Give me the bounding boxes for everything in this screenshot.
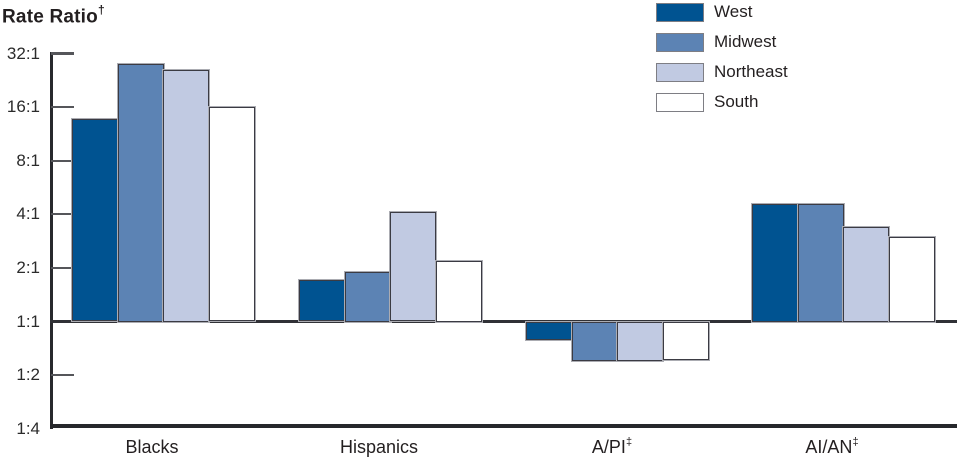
bar-midwest-api: [571, 320, 619, 362]
bar-south-blacks: [208, 106, 256, 323]
bar-west-blacks: [71, 118, 119, 323]
y-tick-label-8to1: 8:1: [16, 150, 40, 170]
category-label-hispanics: Hispanics: [339, 437, 419, 457]
x-axis-line: [50, 424, 957, 428]
bar-west-hispanics: [298, 279, 346, 323]
y-axis-line: [50, 52, 53, 429]
y-tick-mark-1to2: [51, 374, 74, 377]
legend-label-midwest: Midwest: [714, 32, 777, 51]
legend-item-west: West: [656, 2, 956, 22]
bar-south-aian: [888, 235, 936, 323]
baseline-1to1: [50, 320, 957, 323]
legend: West Midwest Northeast South: [656, 2, 956, 122]
category-sup-api: ‡: [625, 436, 633, 448]
y-tick-mark-8to1: [51, 159, 74, 162]
bar-south-api: [662, 320, 710, 361]
legend-swatch-northeast: [656, 62, 704, 82]
y-tick-label-4to1: 4:1: [16, 204, 40, 224]
category-label-api: A/PI‡: [591, 436, 633, 457]
legend-swatch-west: [656, 2, 704, 22]
legend-swatch-south: [656, 92, 704, 112]
y-tick-label-2to1: 2:1: [16, 257, 40, 277]
y-tick-mark-16to1: [51, 106, 74, 109]
legend-item-northeast: Northeast: [656, 62, 956, 82]
bar-midwest-hispanics: [344, 270, 392, 323]
legend-label-northeast: Northeast: [714, 62, 788, 81]
category-label-blacks: Blacks: [125, 437, 179, 457]
y-tick-label-1to1: 1:1: [16, 311, 40, 331]
chart-title: Rate Ratio†: [2, 3, 105, 28]
chart-title-dagger: †: [97, 3, 105, 17]
category-sup-aian: ‡: [852, 436, 859, 448]
bar-northeast-blacks: [162, 68, 210, 323]
legend-item-south: South: [656, 92, 956, 112]
y-tick-label-32to1: 32:1: [6, 43, 40, 63]
chart-title-text: Rate Ratio: [2, 6, 98, 28]
bar-northeast-api: [616, 320, 664, 362]
y-tick-label-1to4: 1:4: [16, 418, 40, 438]
bar-northeast-hispanics: [389, 211, 437, 323]
bar-south-hispanics: [435, 259, 483, 323]
bar-midwest-blacks: [117, 62, 165, 323]
y-tick-mark-4to1: [51, 213, 74, 216]
legend-swatch-midwest: [656, 32, 704, 52]
y-tick-label-16to1: 16:1: [6, 97, 40, 117]
legend-item-midwest: Midwest: [656, 32, 956, 52]
bar-west-aian: [751, 202, 799, 323]
y-tick-label-1to2: 1:2: [16, 365, 40, 385]
legend-label-south: South: [714, 92, 759, 111]
category-label-aian: AI/AN‡: [805, 436, 859, 457]
bar-west-api: [525, 320, 573, 341]
legend-label-west: West: [714, 2, 753, 21]
bar-midwest-aian: [797, 202, 845, 323]
y-tick-mark-2to1: [51, 266, 74, 269]
bar-northeast-aian: [842, 225, 890, 323]
y-tick-mark-32to1: [51, 52, 74, 56]
